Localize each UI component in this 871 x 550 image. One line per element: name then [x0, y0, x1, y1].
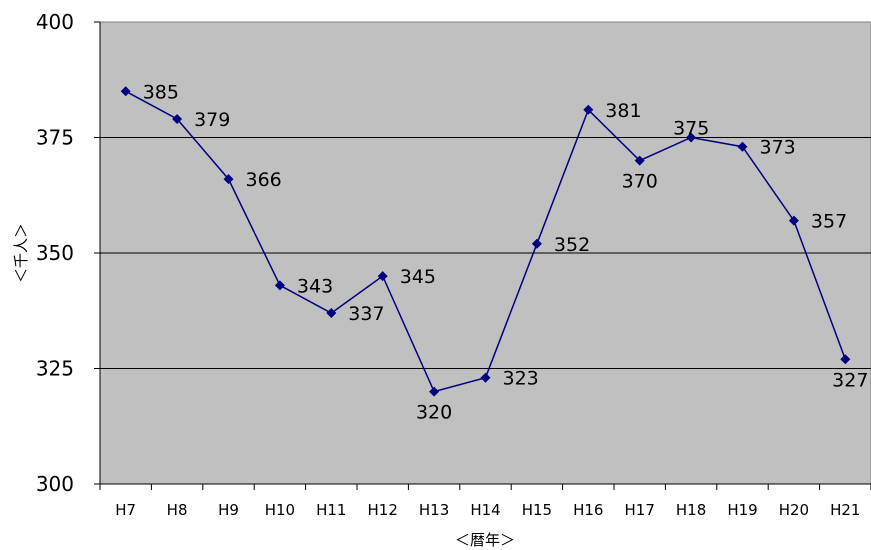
markers — [120, 86, 851, 397]
data-label: 366 — [246, 169, 282, 191]
x-axis-title: ＜暦年＞ — [455, 531, 515, 549]
x-tick-label: H15 — [522, 501, 552, 519]
data-point-marker — [788, 215, 799, 226]
data-point-marker — [377, 271, 388, 282]
x-tick-label: H9 — [218, 501, 239, 519]
data-point-marker — [531, 238, 542, 249]
data-point-marker — [223, 174, 234, 185]
y-tick-label: 300 — [36, 472, 74, 496]
x-tick-label: H16 — [573, 501, 603, 519]
x-tick-label: H19 — [727, 501, 757, 519]
data-point-marker — [172, 114, 183, 125]
data-point-marker — [274, 280, 285, 291]
x-axis: H7 H8 H9 H10 H11 H12 H13 H14 H15 H16 H17 H18 H19 H20 H… — [99, 483, 871, 519]
data-label: 352 — [554, 234, 590, 256]
data-point-marker — [686, 132, 697, 143]
gridlines — [100, 137, 871, 369]
data-label: 379 — [194, 109, 230, 131]
data-label: 343 — [297, 275, 333, 297]
x-tick-label: H21 — [830, 501, 860, 519]
data-label: 323 — [503, 368, 539, 390]
y-tick-label: 400 — [36, 10, 74, 34]
x-tick-label: H10 — [265, 501, 295, 519]
y-tick-label: 350 — [36, 241, 74, 265]
data-point-marker — [429, 386, 440, 397]
x-tick-label: H20 — [779, 501, 809, 519]
x-tick-label: H12 — [368, 501, 398, 519]
x-tick-label: H11 — [316, 501, 346, 519]
y-tick-label: 375 — [36, 126, 74, 150]
data-point-marker — [120, 86, 131, 97]
x-tick-label: H17 — [625, 501, 655, 519]
data-label: 327 — [832, 369, 868, 391]
data-label: 385 — [143, 81, 179, 103]
data-point-marker — [737, 141, 748, 152]
data-label: 345 — [400, 266, 436, 288]
x-tick-label: H7 — [115, 501, 136, 519]
y-axis-title: ＜千人＞ — [12, 223, 30, 283]
data-label: 320 — [416, 402, 452, 424]
x-tick-label: H14 — [470, 501, 500, 519]
data-labels: 385 379 366 343 337 345 320 323 352 381 370 375 373 3… — [143, 81, 869, 423]
x-tick-label: H18 — [676, 501, 706, 519]
data-label: 357 — [811, 211, 847, 233]
y-tick-label: 325 — [36, 357, 74, 381]
data-label: 370 — [622, 171, 658, 193]
data-point-marker — [583, 104, 594, 115]
data-label: 373 — [760, 137, 796, 159]
data-point-marker — [840, 354, 851, 365]
data-label: 337 — [348, 303, 384, 325]
x-tick-label: H13 — [419, 501, 449, 519]
x-tick-label: H8 — [167, 501, 188, 519]
data-label: 375 — [673, 118, 709, 140]
data-point-marker — [634, 155, 645, 166]
data-point-marker — [326, 308, 337, 319]
data-point-marker — [480, 372, 491, 383]
y-axis: 300 325 350 375 400 — [36, 10, 101, 496]
data-label: 381 — [605, 100, 641, 122]
